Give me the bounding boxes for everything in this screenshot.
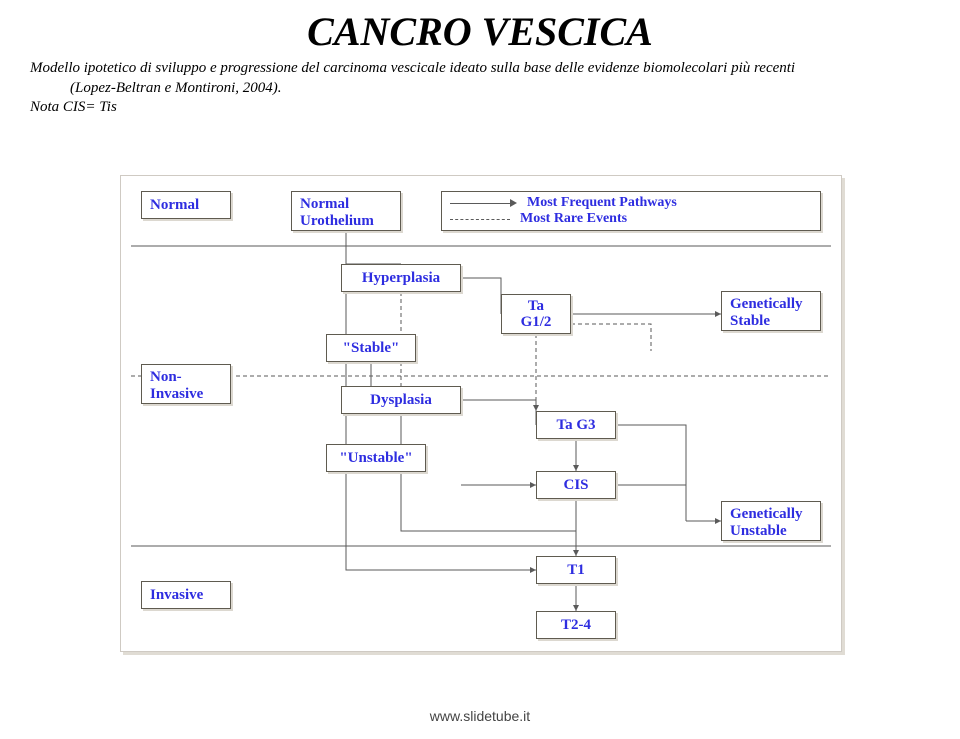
node-dysplasia: Dysplasia: [341, 386, 461, 414]
edge: [571, 324, 651, 351]
arrow-icon: [510, 199, 517, 207]
node-invasive: Invasive: [141, 581, 231, 609]
node-label: Invasive: [150, 587, 203, 604]
node-t1: T1: [536, 556, 616, 584]
edge: [461, 278, 501, 314]
node-unstable: "Unstable": [326, 444, 426, 472]
node-hyper: Hyperplasia: [341, 264, 461, 292]
node-label-line: Non-: [150, 369, 182, 386]
node-label-line: Normal: [300, 196, 349, 213]
edge: [346, 231, 401, 264]
legend-dashed: Most Rare Events: [450, 211, 627, 227]
node-label: Dysplasia: [370, 392, 432, 409]
diagram-panel: NormalNormalUrotheliumMost Frequent Path…: [120, 175, 842, 652]
edge: [616, 425, 686, 521]
node-cis: CIS: [536, 471, 616, 499]
node-label: CIS: [563, 477, 588, 494]
node-label-line: G1/2: [521, 314, 552, 331]
page-title: CANCRO VESCICA: [0, 0, 960, 55]
legend-dashed-label: Most Rare Events: [520, 211, 627, 227]
node-label: Hyperplasia: [362, 270, 440, 287]
node-label-line: Genetically: [730, 506, 802, 523]
node-t24: T2-4: [536, 611, 616, 639]
node-label-line: Urothelium: [300, 213, 374, 230]
legend-dashed-line-icon: [450, 219, 510, 220]
edge: [461, 400, 536, 425]
legend-solid-line-icon: [450, 203, 510, 204]
node-label: T2-4: [561, 617, 591, 634]
node-stable: "Stable": [326, 334, 416, 362]
node-label: "Unstable": [339, 450, 412, 467]
node-label: Normal: [150, 197, 199, 214]
node-label-line: Genetically: [730, 296, 802, 313]
edge: [346, 516, 536, 570]
footer-url: www.slidetube.it: [0, 708, 960, 724]
node-noninv: Non-Invasive: [141, 364, 231, 404]
node-label: "Stable": [343, 340, 400, 357]
node-label-line: Ta: [528, 298, 544, 315]
node-genunstable: GeneticallyUnstable: [721, 501, 821, 541]
node-label-line: Unstable: [730, 523, 787, 540]
node-urothelium: NormalUrothelium: [291, 191, 401, 231]
subtitle-line3: Nota CIS= Tis: [30, 98, 930, 118]
legend-solid-label: Most Frequent Pathways: [527, 195, 677, 211]
node-label-line: Stable: [730, 313, 770, 330]
node-tag3: Ta G3: [536, 411, 616, 439]
node-label: T1: [567, 562, 585, 579]
subtitle-line2: (Lopez-Beltran e Montironi, 2004).: [30, 79, 930, 99]
subtitle-line1: Modello ipotetico di sviluppo e progress…: [30, 59, 930, 79]
node-legend: Most Frequent PathwaysMost Rare Events: [441, 191, 821, 231]
edges-layer: [121, 176, 841, 651]
node-ta12: TaG1/2: [501, 294, 571, 334]
legend-solid: Most Frequent Pathways: [450, 195, 677, 211]
node-normal: Normal: [141, 191, 231, 219]
node-label: Ta G3: [556, 417, 595, 434]
node-label-line: Invasive: [150, 386, 203, 403]
subtitle-block: Modello ipotetico di sviluppo e progress…: [0, 55, 960, 118]
node-genstable: GeneticallyStable: [721, 291, 821, 331]
